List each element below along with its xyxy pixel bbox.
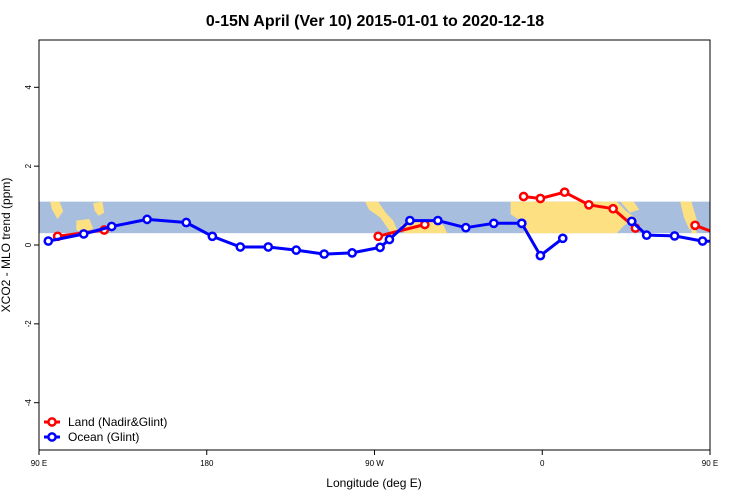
land-shapes — [50, 201, 734, 234]
data-point — [641, 230, 652, 240]
data-point — [460, 222, 471, 233]
data-point — [347, 248, 357, 258]
data-point — [106, 221, 117, 232]
data-point — [207, 231, 218, 242]
series-line — [377, 223, 426, 238]
y-tick-label: 0 — [24, 242, 33, 247]
data-point — [373, 231, 384, 242]
series-line — [630, 220, 710, 243]
series-ocean — [43, 214, 734, 261]
land-central-america — [365, 201, 399, 234]
y-axis: -4 -2 0 2 4 — [24, 85, 39, 407]
data-point — [535, 250, 546, 261]
data-point — [727, 238, 734, 245]
x-tick-label: 0 — [540, 459, 545, 468]
data-point — [557, 233, 568, 244]
legend-marker — [47, 417, 57, 427]
data-point — [142, 214, 152, 225]
data-point — [291, 245, 302, 255]
x-axis: 90 E 180 90 W 0 90 E — [31, 450, 718, 468]
x-tick-label: 90 W — [365, 459, 384, 468]
data-point — [319, 249, 330, 259]
data-point — [405, 215, 415, 226]
y-tick-label: 2 — [24, 163, 33, 168]
legend-label: Ocean (Glint) — [68, 430, 139, 444]
land-arabia — [620, 201, 640, 213]
y-tick-label: -2 — [24, 320, 33, 328]
y-axis-label: XCO2 - MLO trend (ppm) — [0, 178, 13, 313]
data-point — [235, 242, 246, 252]
x-tick-label: 90 E — [31, 459, 47, 468]
data-point — [488, 218, 499, 229]
x-axis-label: Longitude (deg E) — [326, 476, 421, 490]
data-point — [263, 242, 274, 252]
land-southeast-asia — [50, 201, 64, 219]
data-point — [518, 191, 529, 202]
land-borneo — [76, 219, 94, 234]
data-point — [384, 234, 395, 245]
data-point — [375, 242, 385, 253]
x-tick-label: 90 E — [702, 459, 718, 468]
data-point — [433, 215, 443, 226]
data-point — [697, 236, 708, 246]
data-point — [43, 236, 54, 246]
data-point — [583, 199, 594, 210]
plot-frame — [38, 39, 711, 451]
data-point — [626, 216, 637, 227]
chart-title: 0-15N April (Ver 10) 2015-01-01 to 2020-… — [206, 13, 544, 30]
land-africa — [510, 201, 638, 234]
legend: Land (Nadir&Glint)Ocean (Glint) — [44, 415, 167, 444]
data-point — [559, 187, 570, 198]
data-point — [516, 218, 527, 229]
data-point — [181, 217, 192, 228]
land-philippines — [93, 201, 105, 216]
y-tick-label: -4 — [24, 399, 33, 407]
data-point — [690, 220, 700, 231]
legend-marker — [47, 432, 57, 442]
data-point — [669, 231, 680, 241]
data-point — [608, 203, 618, 214]
legend-label: Land (Nadir&Glint) — [68, 415, 167, 429]
x-tick-label: 180 — [200, 459, 214, 468]
data-point — [535, 193, 546, 204]
data-point — [78, 229, 89, 239]
land-southeast-asia — [721, 202, 734, 219]
y-tick-label: 4 — [24, 85, 33, 90]
data-point — [723, 234, 730, 241]
